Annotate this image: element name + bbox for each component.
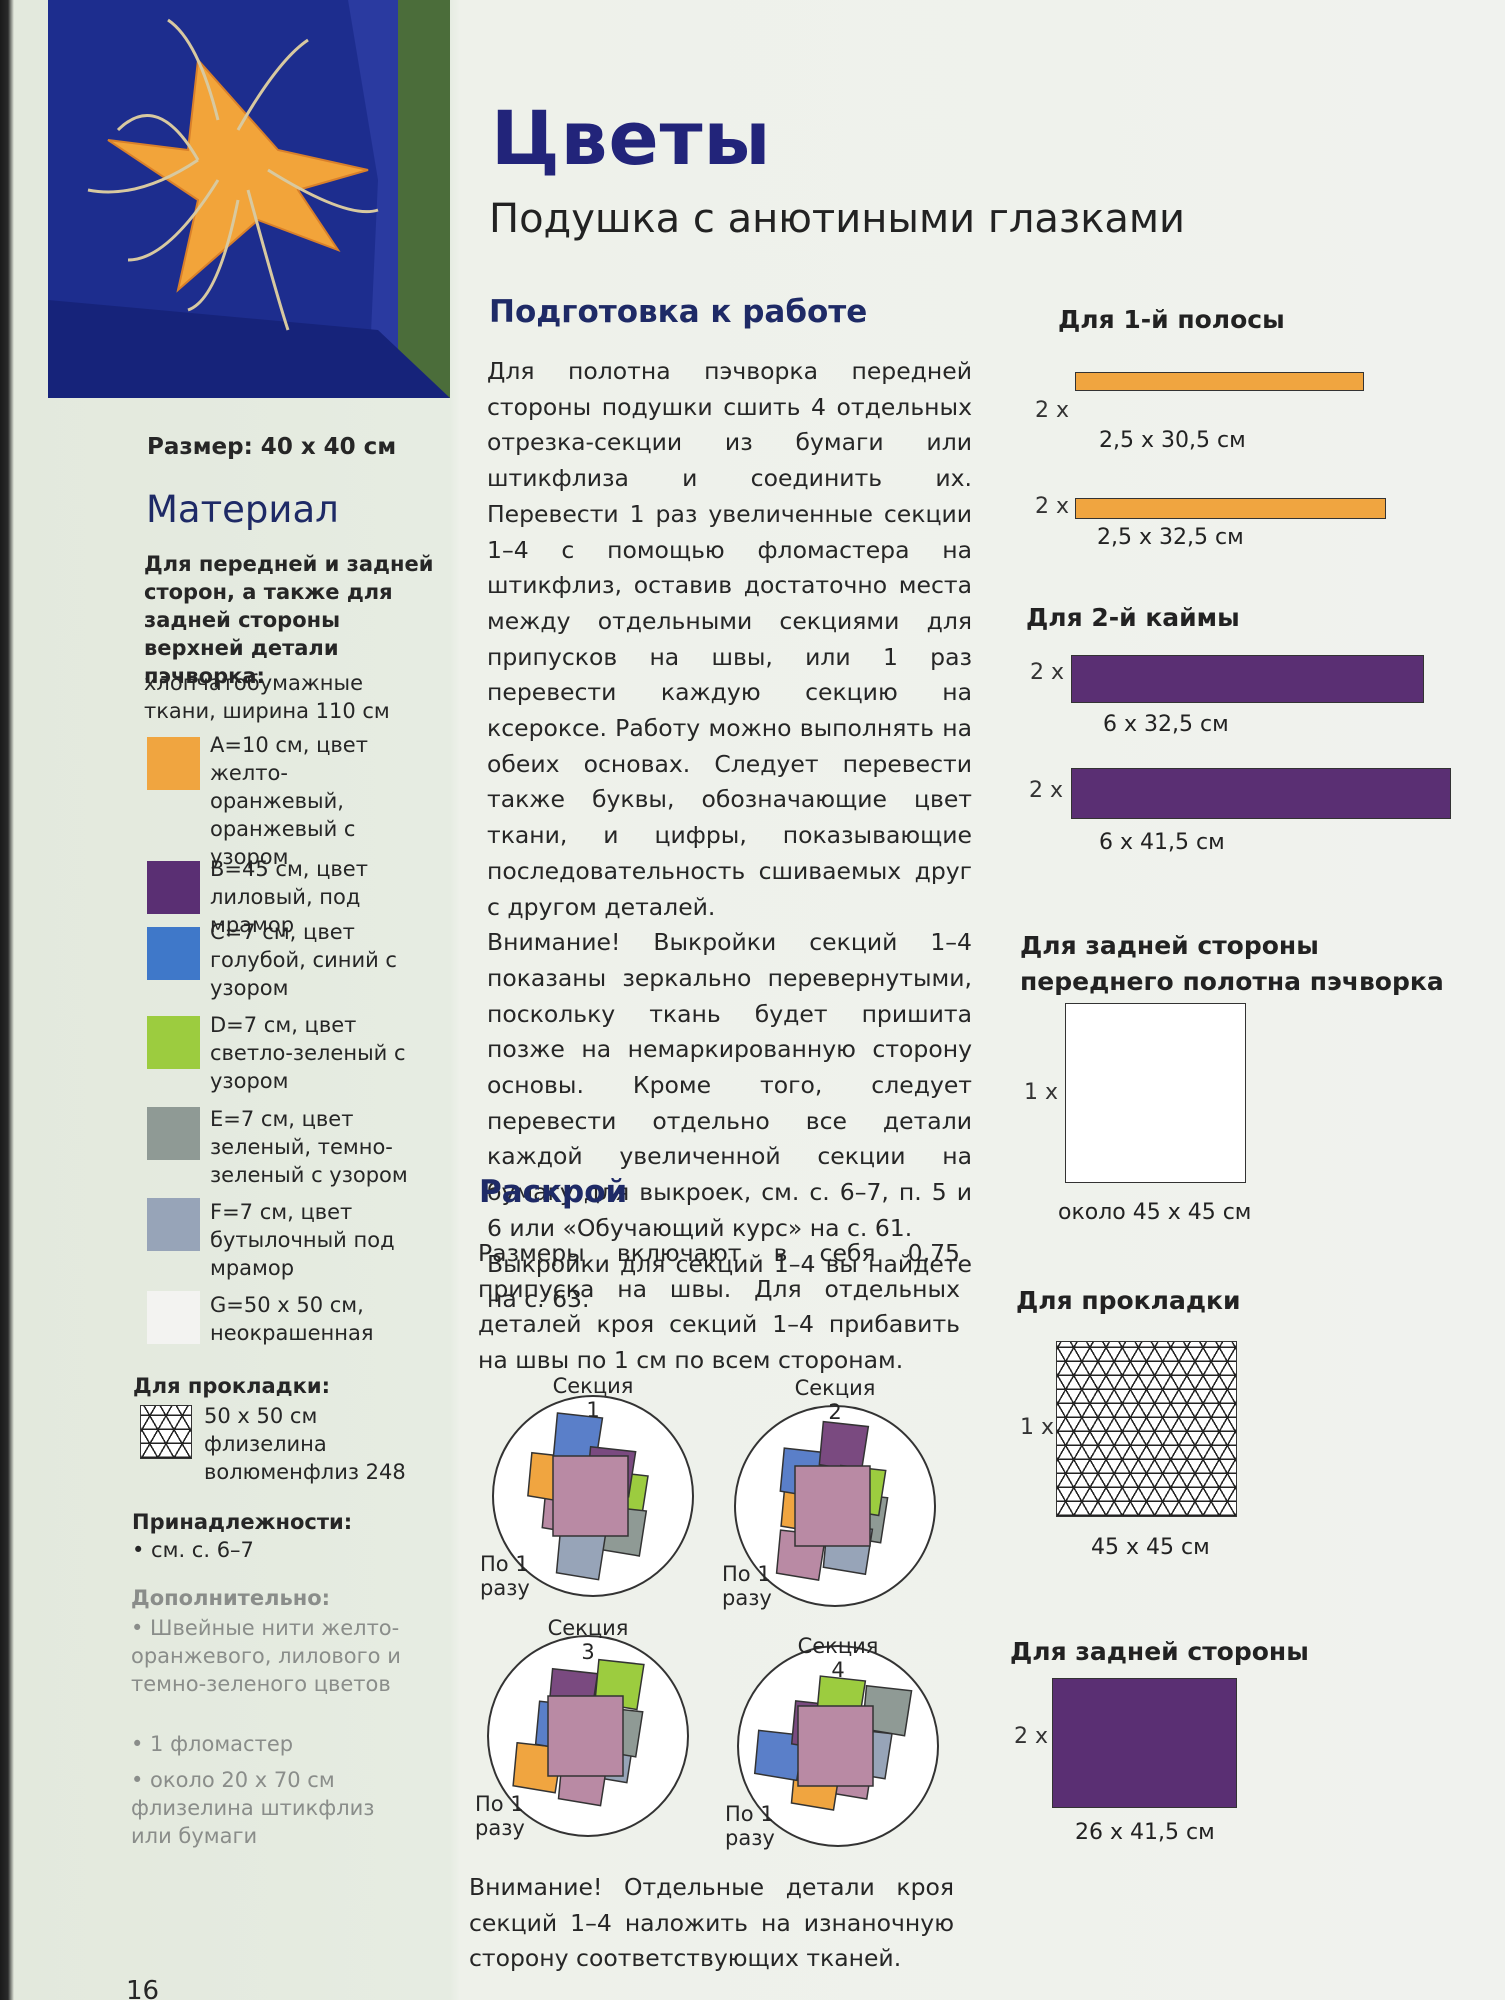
piece-shape — [1071, 768, 1451, 819]
fabric-swatch — [147, 1198, 200, 1251]
piece-dimensions: 2,5 x 32,5 см — [1097, 525, 1244, 550]
piece-count: 2 x — [1029, 778, 1064, 803]
piece-count: 1 x — [1024, 1080, 1059, 1105]
fabric-swatch — [147, 737, 200, 790]
diagram-shape — [552, 1455, 629, 1537]
warning: Внимание! Отдельные детали кроя секций 1… — [469, 1873, 954, 1973]
material-intro: Для передней и задней сторон, а также дл… — [144, 552, 434, 688]
prep-text: Для полотна пэчворка передней стороны по… — [487, 354, 972, 1318]
paragraph: Внимание! Выкройки секций 1–4 показаны з… — [487, 928, 972, 1242]
section-label: Секция — [552, 1374, 634, 1398]
section-note: По 1 разу — [475, 1792, 525, 1840]
extra-item: • около 20 x 70 см флизелина штикфлиз ил… — [131, 1768, 375, 1848]
fabric-text: G=50 x 50 см, неокрашенная — [210, 1293, 374, 1345]
section-diagram — [492, 1395, 694, 1597]
piece-dimensions: 26 x 41,5 см — [1075, 1820, 1215, 1845]
section-number: 3 — [581, 1640, 595, 1664]
fabric-swatch — [147, 1107, 200, 1160]
fabric-description: хлопчатобумажные ткани, ширина 110 см — [144, 671, 390, 723]
piece-heading: Для задней стороны — [1010, 1637, 1309, 1666]
piece-dimensions: 6 x 32,5 см — [1103, 712, 1229, 737]
section-diagram — [737, 1645, 939, 1847]
diagram-shape — [797, 1705, 874, 1787]
fabric-text: E=7 см, цвет зеленый, темно-зеленый с уз… — [210, 1107, 408, 1187]
piece-count: 2 x — [1014, 1724, 1049, 1749]
piece-dimensions: около 45 x 45 см — [1058, 1200, 1252, 1225]
piece-shape — [1052, 1678, 1237, 1808]
section-number: 1 — [586, 1398, 600, 1422]
accessories-item: • см. с. 6–7 — [132, 1538, 254, 1562]
section-note: По 1 разу — [480, 1552, 530, 1600]
diagram-shape — [794, 1465, 871, 1547]
page-number: 16 — [126, 1976, 160, 2000]
paragraph: Для полотна пэчворка передней стороны по… — [487, 357, 972, 921]
section-diagram — [487, 1635, 689, 1837]
paragraph: Выкройки для секций 1–4 вы найдете на с.… — [487, 1249, 972, 1314]
piece-shape — [1075, 498, 1386, 519]
fabric-swatch — [147, 861, 200, 914]
material-heading: Материал — [146, 488, 339, 531]
section-label: Секция — [797, 1634, 879, 1658]
piece-dimensions: 45 x 45 см — [1091, 1535, 1210, 1560]
piece-count: 2 x — [1030, 660, 1065, 685]
piece-count: 1 x — [1020, 1415, 1055, 1440]
fabric-text: A=10 см, цвет желто-оранжевый, оранжевый… — [210, 733, 368, 869]
fabric-text: D=7 см, цвет светло-зеленый с узором — [210, 1013, 406, 1093]
fabric-swatch — [147, 1016, 200, 1069]
piece-heading: Для 2-й каймы — [1026, 603, 1240, 632]
piece-dimensions: 2,5 x 30,5 см — [1099, 428, 1246, 453]
fabric-swatch — [147, 1291, 200, 1344]
piece-count: 2 x — [1035, 494, 1070, 519]
fabric-swatch — [147, 927, 200, 980]
fabric-text: F=7 см, цвет бутылочный под мрамор — [210, 1200, 395, 1280]
prep-heading: Подготовка к работе — [489, 294, 868, 330]
size: Размер: 40 x 40 см — [147, 434, 397, 460]
piece-shape — [1056, 1341, 1237, 1517]
diagram-shape — [818, 1420, 870, 1473]
piece-heading: Для 1-й полосы — [1058, 305, 1285, 334]
diagram-shape — [547, 1695, 624, 1777]
interlining-text: 50 x 50 см флизелина волюменфлиз 248 — [204, 1404, 406, 1484]
piece-heading: Для задней стороны переднего полотна пэч… — [1020, 931, 1444, 996]
section-label: Секция — [547, 1616, 629, 1640]
cut-heading: Раскрой — [479, 1174, 628, 1210]
section-diagram — [734, 1405, 936, 1607]
section-number: 2 — [828, 1400, 842, 1424]
accessories-heading: Принадлежности: — [132, 1510, 353, 1534]
extra-item: • Швейные нити желто-оранжевого, лиловог… — [131, 1616, 401, 1696]
interlining-swatch — [140, 1405, 192, 1459]
title: Цветы — [491, 96, 772, 182]
fabric-text: B=45 см, цвет лиловый, под мрамор — [210, 857, 368, 937]
piece-heading: Для прокладки — [1016, 1286, 1241, 1315]
piece-count: 2 x — [1035, 398, 1070, 423]
subtitle: Подушка с анютиными глазками — [489, 196, 1186, 242]
section-note: По 1 разу — [722, 1562, 772, 1610]
piece-shape — [1065, 1003, 1246, 1183]
piece-shape — [1075, 372, 1364, 391]
section-number: 4 — [831, 1658, 845, 1682]
section-note: По 1 разу — [725, 1802, 775, 1850]
fabric-text: C=7 см, цвет голубой, синий с узором — [210, 920, 397, 1000]
interlining-heading: Для прокладки: — [133, 1374, 330, 1398]
extra-heading: Дополнительно: — [131, 1586, 331, 1610]
extra-item: • 1 фломастер — [131, 1732, 294, 1756]
piece-shape — [1071, 655, 1424, 703]
cut-text: Размеры включают в себя 0,75 припуска на… — [478, 1239, 960, 1375]
cover-photo — [48, 0, 450, 398]
piece-dimensions: 6 x 41,5 см — [1099, 830, 1225, 855]
section-label: Секция — [794, 1376, 876, 1400]
